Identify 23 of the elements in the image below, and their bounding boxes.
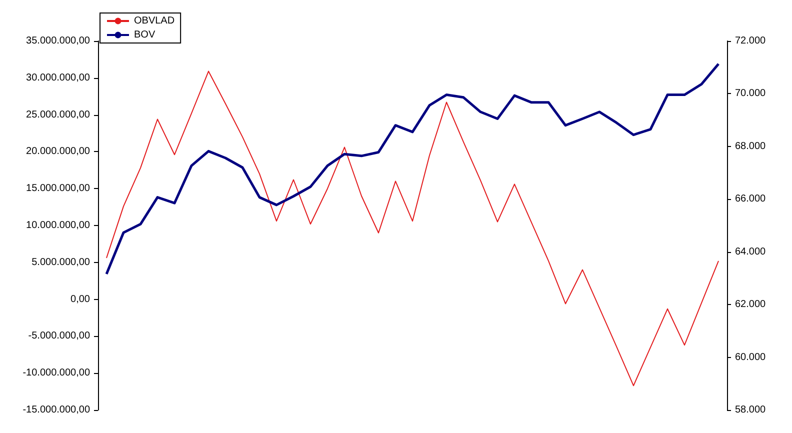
y-tick-label: 30.000.000,00 [26, 72, 90, 84]
y-tick-label: 20.000.000,00 [26, 146, 90, 158]
y-tick-label: 10.000.000,00 [26, 220, 90, 231]
y2-tick-label: 62.000 [735, 299, 766, 310]
y-tick-label: 5.000.000,00 [32, 256, 90, 268]
y-tick-label: 25.000.000,00 [26, 109, 90, 120]
y2-tick-label: 58.000 [735, 404, 766, 416]
y-tick-label: -5.000.000,00 [28, 330, 90, 342]
line-series [106, 70, 719, 386]
line-series [105, 62, 720, 276]
legend-label: BOV [134, 30, 156, 40]
y2-tick-label: 72.000 [735, 36, 766, 46]
y2-tick-label: 60.000 [735, 352, 766, 363]
legend-label: OBVLAD [134, 16, 175, 26]
y2-tick-label: 70.000 [735, 88, 766, 100]
y-tick-label: 35.000.000,00 [26, 36, 90, 46]
y2-tick-label: 66.000 [735, 194, 766, 205]
y-tick-label: -15.000.000,00 [22, 404, 90, 416]
y-tick-label: 15.000.000,00 [26, 183, 90, 194]
y-tick-label: -10.000.000,00 [22, 368, 90, 379]
y2-tick-label: 68.000 [735, 140, 766, 152]
y-tick-label: 0,00 [70, 294, 90, 305]
y2-tick-label: 64.000 [735, 246, 766, 258]
